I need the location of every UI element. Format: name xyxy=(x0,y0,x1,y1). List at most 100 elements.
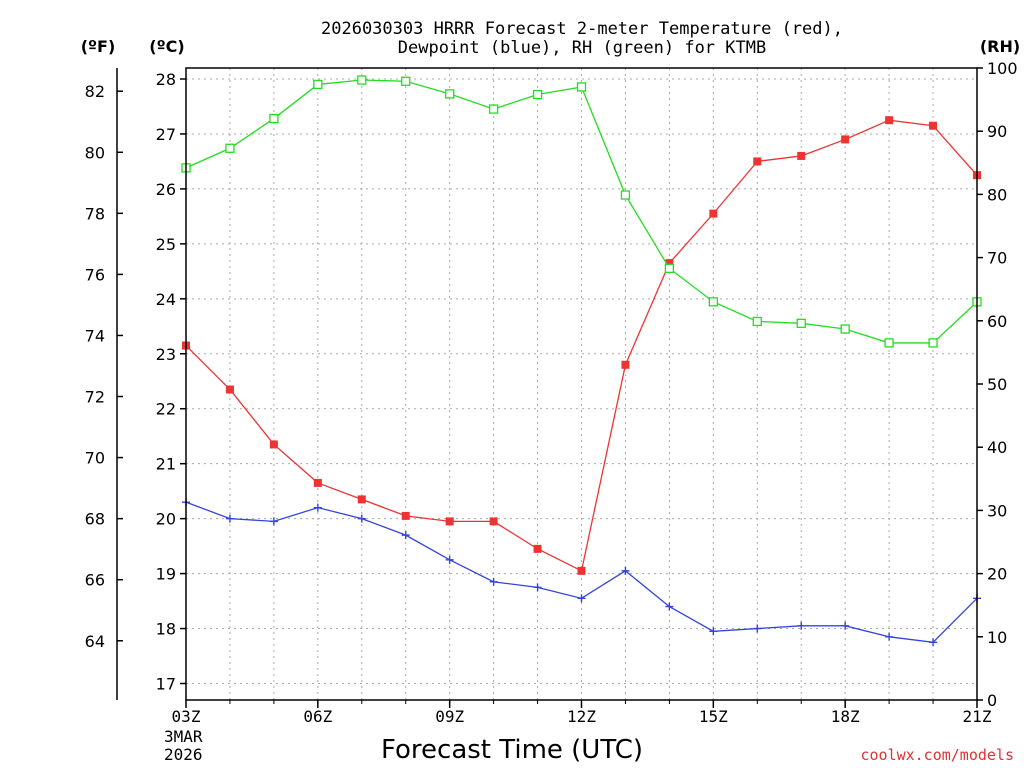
dewpoint-point xyxy=(621,566,630,575)
rh-point xyxy=(313,79,323,90)
temperature-point xyxy=(357,495,366,504)
celsius-tick-label: 22 xyxy=(156,400,176,419)
x-tick-label: 06Z xyxy=(303,707,332,726)
dewpoint-point xyxy=(269,517,278,526)
rh-tick-label: 80 xyxy=(987,185,1007,204)
rh-tick-label: 90 xyxy=(987,122,1007,141)
x-tick-label: 09Z xyxy=(435,707,464,726)
fahrenheit-tick-label: 76 xyxy=(85,265,105,284)
temperature-point xyxy=(269,440,278,449)
x-axis-label: Forecast Time (UTC) xyxy=(381,735,643,765)
rh-tick-label: 20 xyxy=(987,565,1007,584)
temperature-point xyxy=(533,544,542,553)
rh-point xyxy=(401,76,411,86)
rh-tick-label: 100 xyxy=(987,59,1018,78)
temperature-point xyxy=(621,360,630,369)
dewpoint-point xyxy=(841,621,850,630)
dewpoint-point xyxy=(929,638,938,647)
temperature-point xyxy=(401,511,410,520)
chart-title-line2: Dewpoint (blue), RH (green) for KTMB xyxy=(398,38,766,58)
rh-tick-label: 10 xyxy=(987,628,1007,647)
celsius-tick-label: 24 xyxy=(156,290,176,309)
chart-title-line1: 2026030303 HRRR Forecast 2-meter Tempera… xyxy=(321,19,843,39)
dewpoint-point xyxy=(665,602,674,611)
celsius-unit-label: (ºC) xyxy=(149,37,184,56)
rh-point xyxy=(532,89,543,100)
series-layer xyxy=(181,75,982,647)
rh-point xyxy=(357,75,367,85)
celsius-tick-label: 17 xyxy=(156,675,176,694)
temperature-point xyxy=(885,116,894,125)
temperature-point xyxy=(225,385,234,394)
fahrenheit-unit-label: (ºF) xyxy=(81,37,116,56)
fahrenheit-tick-label: 74 xyxy=(85,326,105,345)
celsius-tick-label: 18 xyxy=(156,620,176,639)
x-tick-label: 03Z xyxy=(172,707,201,726)
fahrenheit-tick-label: 80 xyxy=(85,143,105,162)
dewpoint-point xyxy=(709,627,718,636)
dewpoint-point xyxy=(225,514,234,523)
celsius-tick-label: 21 xyxy=(156,455,176,474)
dewpoint-point xyxy=(885,632,894,641)
celsius-tick-label: 20 xyxy=(156,510,176,529)
fahrenheit-tick-label: 72 xyxy=(85,388,105,407)
rh-point xyxy=(884,338,894,348)
watermark: coolwx.com/models xyxy=(860,746,1014,764)
dewpoint-point xyxy=(357,514,366,523)
rh-point xyxy=(708,297,718,307)
fahrenheit-tick-label: 64 xyxy=(85,632,105,651)
temperature-point xyxy=(313,478,322,487)
dewpoint-point xyxy=(797,621,806,630)
celsius-tick-label: 23 xyxy=(156,345,176,364)
rh-point xyxy=(576,82,587,92)
celsius-tick-label: 26 xyxy=(156,180,176,199)
temperature-point xyxy=(753,157,762,166)
rh-point xyxy=(269,113,279,124)
temperature-point xyxy=(929,121,938,130)
temperature-point xyxy=(577,566,586,575)
date-label-year: 2026 xyxy=(164,745,203,764)
dewpoint-point xyxy=(313,503,322,512)
fahrenheit-tick-label: 78 xyxy=(85,204,105,223)
rh-point xyxy=(840,324,850,334)
rh-point xyxy=(796,318,806,328)
x-tick-label: 15Z xyxy=(699,707,728,726)
fahrenheit-tick-label: 68 xyxy=(85,510,105,529)
rh-tick-label: 50 xyxy=(987,375,1007,394)
x-tick-label: 12Z xyxy=(567,707,596,726)
x-tick-label: 18Z xyxy=(831,707,860,726)
celsius-tick-label: 25 xyxy=(156,235,176,254)
rh-tick-label: 0 xyxy=(987,691,997,710)
rh-point xyxy=(620,190,631,200)
date-label-month: 3MAR xyxy=(164,727,203,746)
rh-point xyxy=(664,263,675,273)
dewpoint-point xyxy=(753,624,762,633)
rh-point xyxy=(225,143,235,153)
rh-tick-label: 40 xyxy=(987,438,1007,457)
axes: 03Z 06Z 09Z 12Z 15Z 18Z 21Z 17 18 19 20 21 22 23 24 25 2… xyxy=(85,59,1018,726)
rh-unit-label: (RH) xyxy=(980,37,1020,56)
dewpoint-point xyxy=(577,594,586,603)
fahrenheit-tick-label: 82 xyxy=(85,82,105,101)
rh-point xyxy=(445,89,455,99)
rh-point xyxy=(928,338,938,348)
rh-tick-label: 60 xyxy=(987,312,1007,331)
temperature-point xyxy=(665,259,674,268)
dewpoint-point xyxy=(445,555,454,564)
celsius-tick-label: 28 xyxy=(156,70,176,89)
rh-tick-label: 30 xyxy=(987,501,1007,520)
dewpoint-point xyxy=(533,583,542,592)
temperature-point xyxy=(797,151,806,160)
celsius-tick-label: 27 xyxy=(156,125,176,144)
fahrenheit-tick-label: 66 xyxy=(85,571,105,590)
dewpoint-point xyxy=(401,531,410,540)
dewpoint-point xyxy=(489,577,498,586)
temperature-point xyxy=(489,517,498,526)
rh-tick-label: 70 xyxy=(987,249,1007,268)
rh-point xyxy=(752,316,762,327)
grid-lines xyxy=(185,68,978,700)
fahrenheit-tick-label: 70 xyxy=(85,449,105,468)
temperature-point xyxy=(709,209,718,218)
celsius-tick-label: 19 xyxy=(156,565,176,584)
